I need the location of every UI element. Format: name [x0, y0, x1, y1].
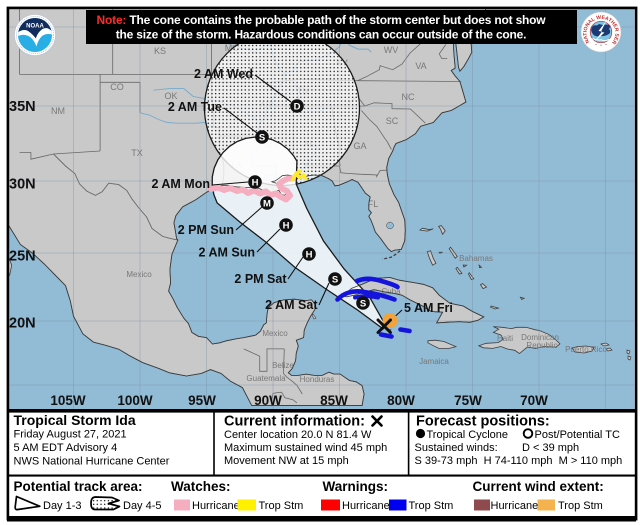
svg-text:2 AM Mon: 2 AM Mon: [151, 177, 210, 191]
svg-text:TX: TX: [131, 148, 143, 158]
svg-text:Watches:: Watches:: [171, 479, 231, 494]
svg-text:Cuba: Cuba: [381, 287, 401, 296]
svg-text:Bahamas: Bahamas: [459, 254, 493, 263]
svg-text:Haiti: Haiti: [497, 334, 513, 343]
svg-text:Warnings:: Warnings:: [323, 479, 389, 494]
svg-text:Guatemala: Guatemala: [246, 374, 286, 383]
svg-text:Post/Potential TC: Post/Potential TC: [535, 429, 620, 441]
svg-text:D: D: [294, 101, 301, 112]
svg-text:Dominican: Dominican: [521, 333, 559, 342]
svg-text:KS: KS: [154, 46, 166, 56]
svg-text:Mexico: Mexico: [126, 270, 152, 279]
svg-text:Trop Stm: Trop Stm: [409, 500, 454, 512]
svg-text:Hurricane: Hurricane: [192, 500, 240, 512]
svg-text:S: S: [259, 132, 265, 143]
svg-text:H: H: [252, 177, 259, 188]
svg-text:Maximum sustained wind 45 mph: Maximum sustained wind 45 mph: [224, 442, 387, 454]
svg-text:Trop Stm: Trop Stm: [259, 500, 304, 512]
svg-text:Jamaica: Jamaica: [419, 357, 449, 366]
svg-text:S: S: [332, 274, 338, 285]
svg-text:95W: 95W: [188, 393, 216, 408]
svg-text:2 PM Sun: 2 PM Sun: [178, 223, 234, 237]
svg-text:Tropical Cyclone: Tropical Cyclone: [427, 429, 509, 441]
svg-text:Forecast positions:: Forecast positions:: [416, 414, 550, 430]
svg-text:Current information:: Current information:: [224, 414, 365, 430]
svg-text:OK: OK: [164, 91, 177, 101]
svg-text:Belize: Belize: [272, 361, 294, 370]
svg-text:2 PM Sat: 2 PM Sat: [234, 272, 287, 286]
svg-text:VA: VA: [415, 61, 426, 71]
svg-text:2 AM Tue: 2 AM Tue: [168, 100, 222, 114]
svg-text:105W: 105W: [50, 393, 86, 408]
svg-text:S: S: [360, 298, 366, 309]
svg-text:Hurricane: Hurricane: [342, 500, 390, 512]
svg-text:5 AM Fri: 5 AM Fri: [404, 301, 453, 315]
svg-text:2 AM Sat: 2 AM Sat: [265, 298, 318, 312]
svg-text:90W: 90W: [254, 393, 282, 408]
svg-text:Puerto Rico: Puerto Rico: [565, 345, 607, 354]
svg-text:Republic: Republic: [526, 341, 557, 350]
svg-text:75W: 75W: [454, 393, 482, 408]
svg-text:Potential track area:: Potential track area:: [14, 479, 143, 494]
svg-text:Mexico: Mexico: [262, 329, 288, 338]
svg-text:Sustained winds:: Sustained winds:: [415, 442, 498, 454]
svg-text:30N: 30N: [9, 177, 36, 193]
svg-text:2 AM Sun: 2 AM Sun: [199, 246, 255, 260]
svg-text:NOAA: NOAA: [26, 24, 44, 30]
svg-text:NM: NM: [51, 106, 65, 116]
svg-text:WV: WV: [384, 45, 399, 55]
svg-text:Movement NW at 15 mph: Movement NW at 15 mph: [224, 455, 349, 467]
svg-text:Day 4-5: Day 4-5: [123, 500, 162, 512]
svg-text:the size of the storm. Hazardo: the size of the storm. Hazardous conditi…: [116, 28, 527, 42]
svg-text:Hurricane: Hurricane: [491, 500, 539, 512]
svg-text:5 AM EDT Advisory 4: 5 AM EDT Advisory 4: [14, 442, 118, 454]
svg-text:70W: 70W: [520, 393, 548, 408]
svg-text:85W: 85W: [320, 393, 348, 408]
svg-text:2 AM Wed: 2 AM Wed: [194, 67, 253, 81]
svg-text:M: M: [263, 198, 271, 209]
svg-text:GA: GA: [353, 141, 366, 151]
svg-text:S 39-73 mph H 74-110 mph M >: S 39-73 mph H 74-110 mph M > 110 mph: [415, 455, 623, 467]
svg-text:H: H: [306, 249, 313, 260]
svg-text:CO: CO: [110, 82, 124, 92]
svg-text:20N: 20N: [9, 316, 36, 332]
svg-text:25N: 25N: [9, 249, 36, 265]
svg-text:Tropical Storm Ida: Tropical Storm Ida: [14, 412, 136, 428]
svg-text:D < 39 mph: D < 39 mph: [522, 442, 579, 454]
svg-text:H: H: [283, 220, 290, 231]
svg-text:35N: 35N: [9, 99, 36, 115]
svg-text:Day 1-3: Day 1-3: [43, 500, 82, 512]
svg-text:Honduras: Honduras: [300, 375, 335, 384]
svg-text:FL: FL: [368, 199, 379, 209]
svg-text:SC: SC: [386, 116, 399, 126]
svg-text:Trop Stm: Trop Stm: [558, 500, 603, 512]
svg-text:Note: The cone contains the pr: Note: The cone contains the probable pat…: [97, 13, 547, 27]
svg-text:Center location 20.0 N 81.4 W: Center location 20.0 N 81.4 W: [224, 429, 372, 441]
svg-text:100W: 100W: [117, 393, 153, 408]
svg-text:Friday August 27, 2021: Friday August 27, 2021: [14, 429, 127, 441]
svg-text:Current wind extent:: Current wind extent:: [473, 479, 604, 494]
svg-text:NC: NC: [402, 92, 415, 102]
svg-text:80W: 80W: [387, 393, 415, 408]
svg-text:NWS National Hurricane Center: NWS National Hurricane Center: [14, 456, 170, 468]
